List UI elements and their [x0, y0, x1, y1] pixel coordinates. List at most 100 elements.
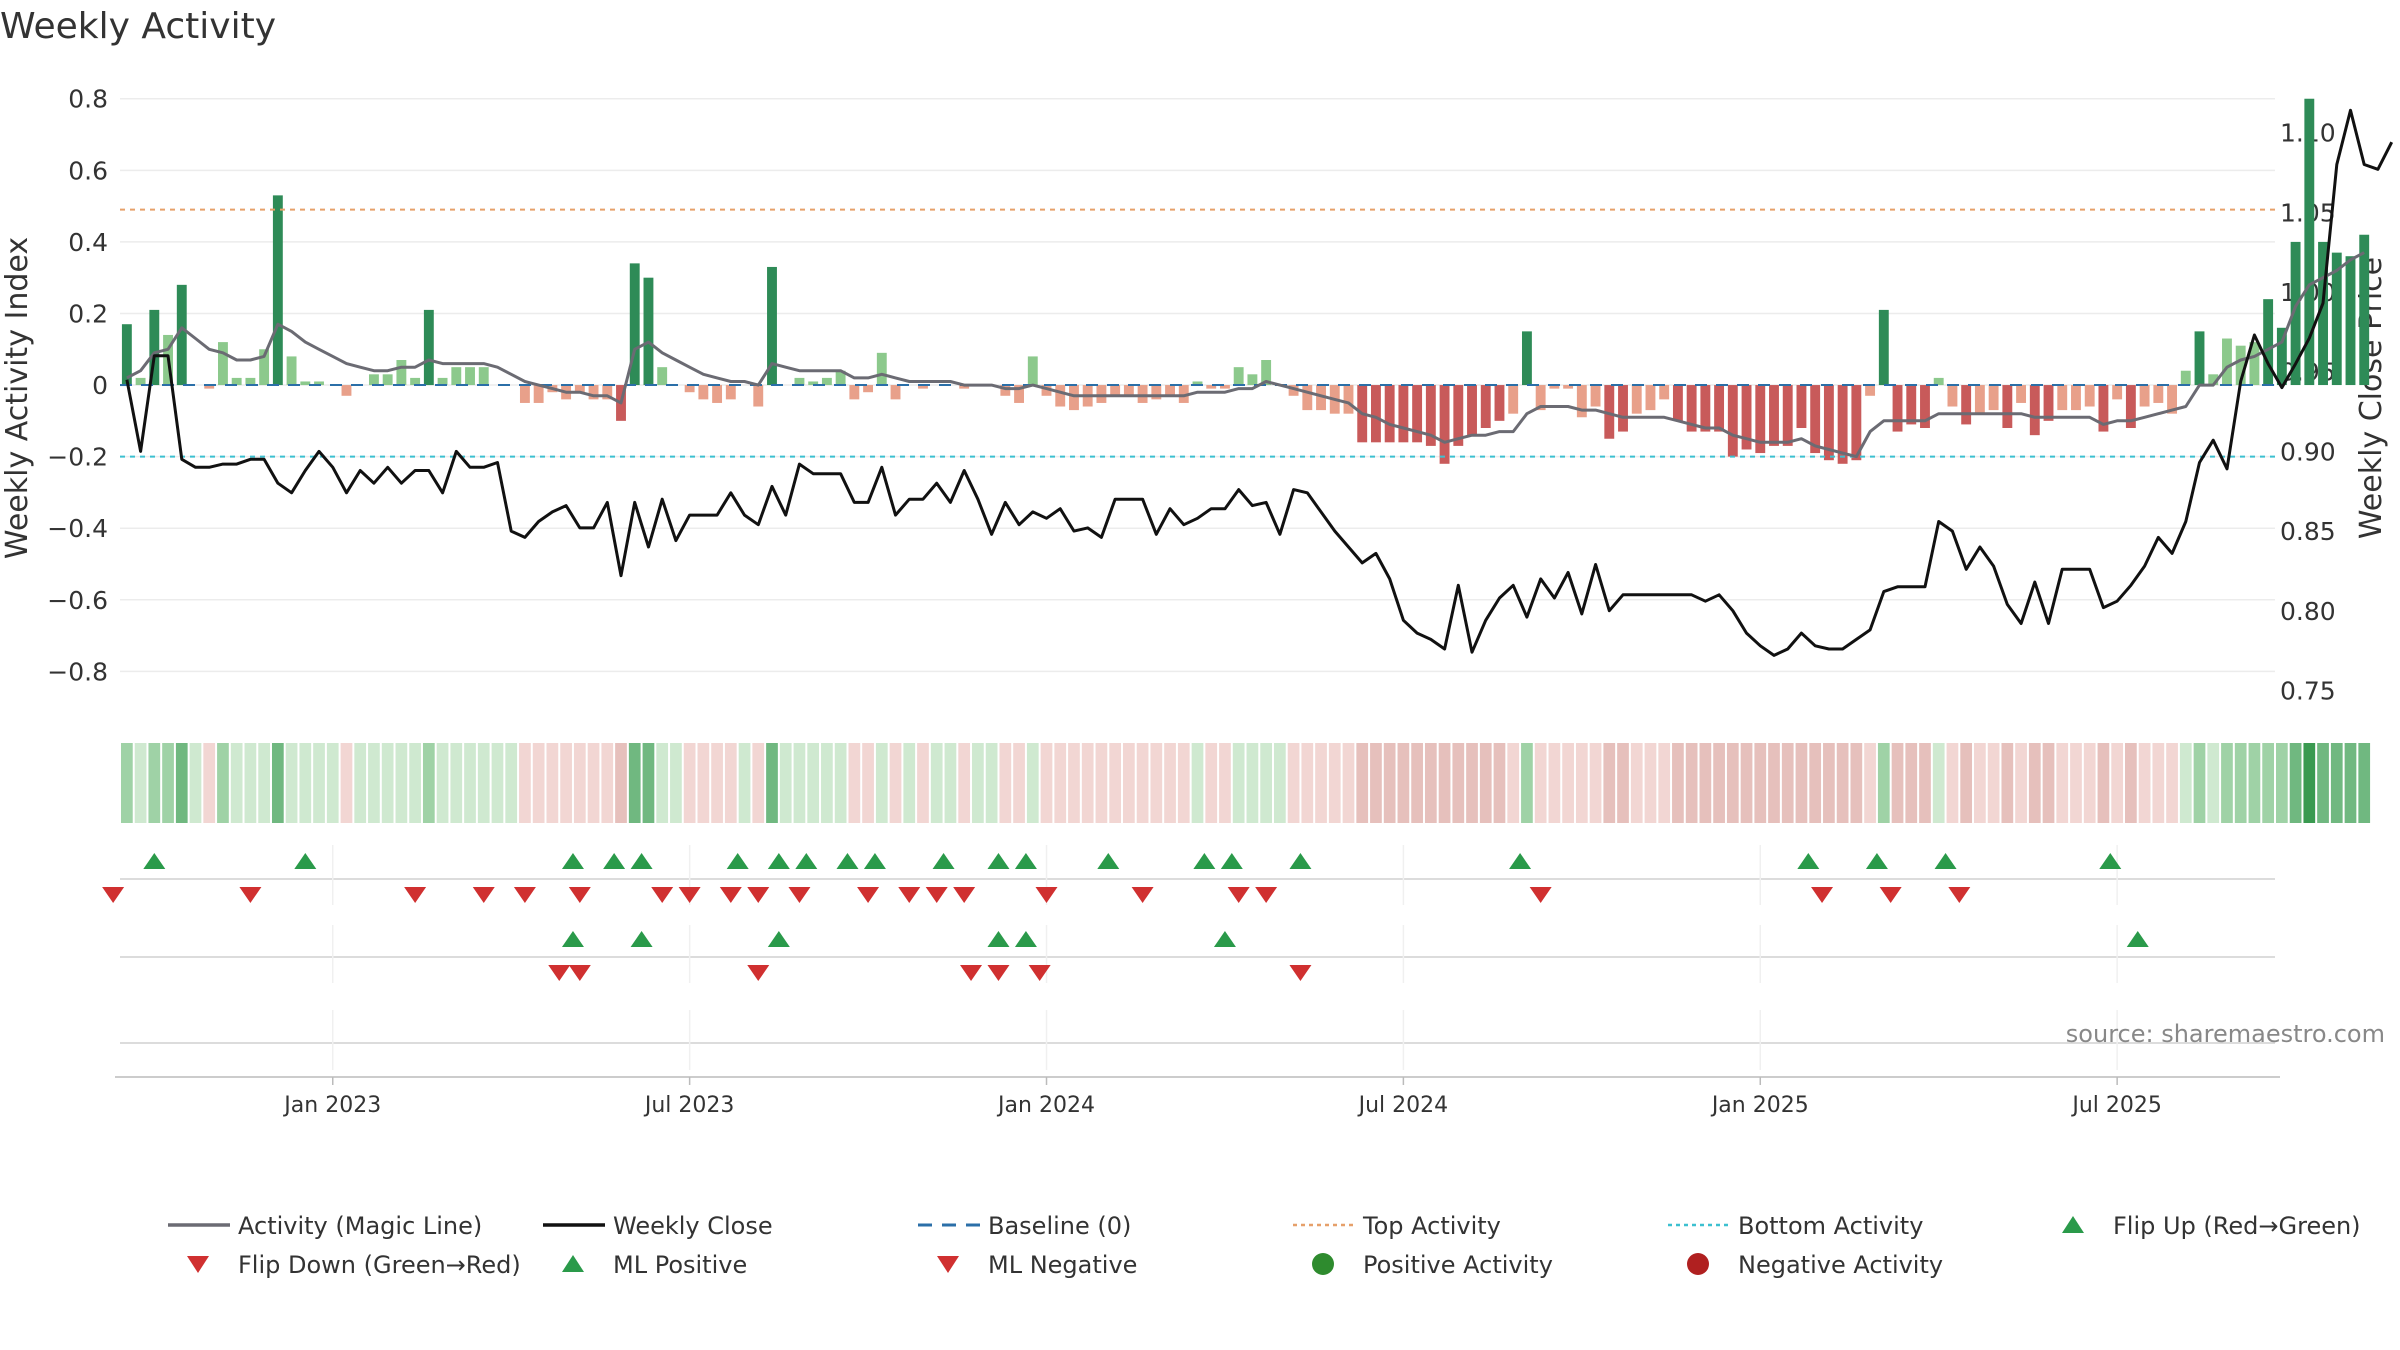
heat-cell: [340, 743, 353, 823]
heat-cell: [670, 743, 682, 823]
heat-cell: [862, 743, 874, 823]
y2-tick-label: 0.90: [2280, 437, 2336, 466]
activity-bar: [2235, 345, 2246, 386]
activity-bar: [368, 374, 379, 386]
heat-cell: [615, 743, 627, 823]
activity-bar: [1631, 385, 1642, 414]
heat-cell: [752, 743, 765, 823]
flip-down-marker: [1529, 887, 1552, 903]
signal-panels: [115, 845, 2280, 1078]
activity-bars: [121, 98, 2370, 464]
heat-cell: [1575, 743, 1588, 823]
heat-cell: [2070, 743, 2082, 823]
activity-bar: [2167, 385, 2177, 414]
heat-cell: [1493, 743, 1506, 823]
heat-cell: [2042, 743, 2055, 823]
heat-cell: [1823, 743, 1835, 823]
x-tick-label: Jan 2023: [282, 1093, 381, 1118]
y-tick-label: 0.6: [68, 156, 108, 185]
heat-cell: [258, 743, 270, 823]
heat-cell: [2248, 743, 2261, 823]
heat-cell: [1246, 743, 1259, 823]
activity-bar: [2098, 385, 2109, 432]
flip-up-marker: [143, 853, 166, 869]
heat-cell: [1177, 743, 1190, 823]
left-axis-label: Weekly Activity Index: [0, 237, 35, 559]
heat-cell: [2097, 743, 2110, 823]
activity-bar: [1576, 385, 1587, 418]
flip-down-marker: [1227, 887, 1250, 903]
flip-down-marker: [678, 887, 701, 903]
activity-bar: [1988, 385, 1999, 411]
activity-bar: [1563, 385, 1574, 389]
activity-bar: [218, 342, 228, 386]
activity-bar: [423, 309, 434, 386]
heat-cell: [1644, 743, 1657, 823]
heat-cell: [1095, 743, 1108, 823]
activity-bar: [1041, 385, 1052, 396]
heat-cell: [1534, 743, 1547, 823]
activity-bar: [272, 195, 283, 386]
x-axis-ticks: Jan 2023 Jul 2023 Jan 2024 Jul 2024 Jan 2025…: [282, 1077, 2162, 1118]
flip-up-marker: [836, 853, 859, 869]
activity-bar: [849, 385, 860, 400]
activity-bar: [135, 377, 146, 386]
activity-bar: [2057, 385, 2068, 411]
activity-bar: [1645, 385, 1656, 411]
activity-bar: [959, 385, 970, 389]
activity-bar: [231, 377, 242, 386]
heat-cell: [1548, 743, 1561, 823]
flip-up-marker: [932, 853, 955, 869]
activity-bar: [2084, 385, 2095, 407]
activity-bar: [1069, 385, 1079, 411]
flip-up-marker: [1289, 853, 1312, 869]
right-axis-label: Weekly Close Price: [2354, 257, 2389, 539]
activity-bar: [2290, 241, 2301, 386]
heat-cell: [656, 743, 669, 823]
activity-bar: [465, 367, 475, 386]
heat-cell: [2125, 743, 2137, 823]
activity-bar: [2263, 299, 2274, 386]
ml-negative-marker: [568, 965, 591, 981]
activity-bar: [1947, 385, 1958, 407]
activity-bar: [1920, 385, 1930, 428]
activity-bar: [863, 385, 874, 393]
x-tick-label: Jan 2024: [996, 1093, 1095, 1118]
heat-cell: [1452, 743, 1465, 823]
activity-bar: [767, 266, 777, 386]
heat-cell: [1205, 743, 1218, 823]
heat-cell: [1054, 743, 1067, 823]
heat-cell: [573, 743, 586, 823]
activity-bar: [410, 377, 421, 386]
flip-down-marker: [404, 887, 427, 903]
signal-markers: [102, 853, 2149, 981]
activity-bar: [1782, 385, 1793, 446]
activity-bar: [1549, 385, 1560, 389]
heat-cell: [1672, 743, 1684, 823]
activity-bar: [300, 381, 311, 386]
ml-positive-marker: [1014, 931, 1037, 947]
flip-down-marker: [1879, 887, 1902, 903]
activity-bar: [1096, 385, 1107, 403]
heat-cell: [1164, 743, 1176, 823]
heat-cell: [2317, 743, 2329, 823]
activity-bar: [1851, 385, 1862, 461]
activity-bar: [1974, 385, 1985, 414]
heat-cell: [2015, 743, 2027, 823]
activity-bar: [2125, 385, 2136, 428]
flip-up-marker: [863, 853, 886, 869]
activity-bar: [1521, 331, 1532, 386]
activity-bar: [1480, 385, 1491, 428]
activity-bar: [1727, 385, 1738, 457]
heat-cell: [450, 743, 463, 823]
heat-cell: [601, 743, 614, 823]
heat-cell: [2179, 743, 2192, 823]
flip-up-marker: [795, 853, 818, 869]
heat-cell: [395, 743, 408, 823]
heat-cell: [532, 743, 545, 823]
heat-cell: [464, 743, 476, 823]
heat-cell: [436, 743, 449, 823]
activity-bar: [2276, 327, 2287, 386]
flip-down-marker: [513, 887, 536, 903]
heat-cell: [1438, 743, 1451, 823]
